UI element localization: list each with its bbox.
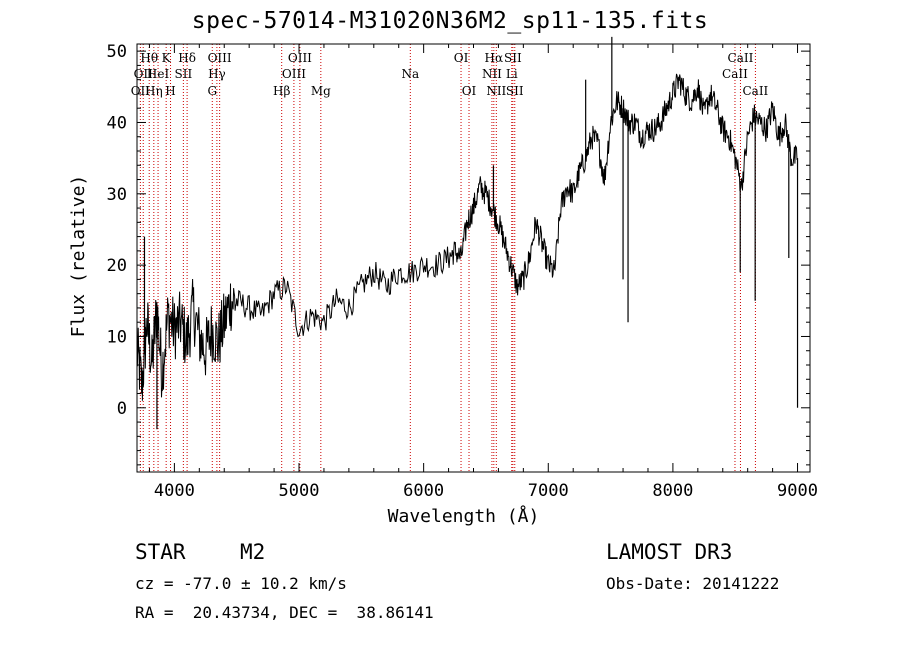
survey-name: LAMOST DR3 [606, 540, 733, 564]
x-tick-label: 8000 [652, 481, 693, 501]
y-tick-label: 30 [107, 185, 127, 205]
line-label: SII [175, 67, 193, 81]
line-label: Mg [311, 84, 331, 98]
line-label: H [165, 84, 175, 98]
line-label: CaII [742, 84, 768, 98]
line-label: G [207, 84, 217, 98]
line-label: OIII [208, 51, 232, 65]
object-class: STAR [135, 540, 186, 564]
chart-title: spec-57014-M31020N36M2_sp11-135.fits [191, 8, 709, 34]
y-tick-label: 0 [117, 399, 127, 419]
y-tick-label: 50 [107, 42, 127, 62]
spectrum-line [136, 73, 798, 401]
object-subclass: M2 [240, 540, 266, 564]
line-markers [139, 44, 756, 472]
line-label: OI [462, 84, 477, 98]
x-tick-label: 6000 [403, 481, 444, 501]
line-label: Li [506, 67, 518, 81]
spectrum-series [136, 36, 799, 430]
line-label: OIII [288, 51, 312, 65]
line-label: SII [504, 51, 522, 65]
line-labels: OIIOIIHθHηHeIKHSIIHδGHγOIIIHβOIIIOIIIMgN… [131, 51, 769, 98]
coordinates: RA = 20.43734, DEC = 38.86141 [135, 603, 434, 622]
line-label: Hθ [140, 51, 158, 65]
line-label: CaII [728, 51, 754, 65]
line-label: OIII [282, 67, 306, 81]
x-axis-label: Wavelength (Å) [388, 505, 540, 527]
y-axis-label: Flux (relative) [68, 175, 89, 338]
line-label: Hγ [208, 67, 226, 81]
axes: 4000 5000 6000 7000 8000 9000 0 10 20 30 40 50 Wavel… [68, 42, 818, 527]
line-label: SII [506, 84, 524, 98]
x-tick-label: 9000 [777, 481, 818, 501]
plot-frame [136, 43, 811, 473]
line-label: CaII [722, 67, 748, 81]
line-label: Na [401, 67, 419, 81]
y-tick-label: 20 [107, 256, 127, 276]
line-label: OII [131, 84, 151, 98]
line-label: NII [486, 84, 506, 98]
line-label: Hη [145, 84, 163, 98]
line-label: NII [482, 67, 502, 81]
line-label: K [162, 51, 172, 65]
x-tick-label: 7000 [528, 481, 569, 501]
x-tick-label: 5000 [279, 481, 320, 501]
observation-date: Obs-Date: 20141222 [606, 574, 780, 593]
line-label: OI [454, 51, 469, 65]
redshift-info: cz = -77.0 ± 10.2 km/s [135, 574, 347, 593]
line-label: Hδ [178, 51, 196, 65]
x-tick-label: 4000 [154, 481, 195, 501]
line-label: Hα [485, 51, 504, 65]
y-tick-label: 40 [107, 113, 127, 133]
line-label: Hβ [273, 84, 290, 98]
line-label: OII [134, 67, 154, 81]
y-tick-label: 10 [107, 327, 127, 347]
line-label: HeI [147, 67, 170, 81]
